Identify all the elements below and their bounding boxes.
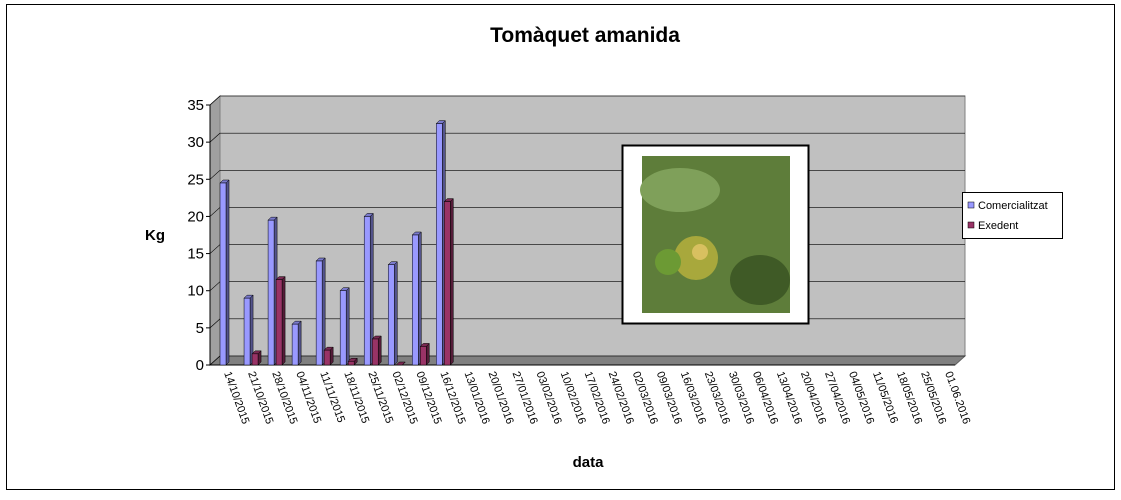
y-tick-label: 15 bbox=[187, 246, 204, 263]
bar bbox=[275, 275, 286, 366]
back-wall bbox=[219, 95, 966, 357]
bar bbox=[363, 212, 374, 366]
legend-label: Comercialitzat bbox=[978, 200, 1048, 212]
bar-face bbox=[225, 179, 230, 366]
bar bbox=[419, 342, 430, 366]
bar-face bbox=[281, 275, 286, 366]
grid-line bbox=[209, 318, 221, 329]
legend-label: Exedent bbox=[978, 220, 1018, 232]
bar-face bbox=[251, 353, 259, 366]
chart-title: Tomàquet amanida bbox=[490, 24, 680, 47]
bar-face bbox=[420, 346, 427, 366]
bar bbox=[371, 335, 382, 366]
bar-face bbox=[371, 338, 379, 366]
bar bbox=[219, 179, 230, 366]
bar-face bbox=[387, 264, 395, 366]
bar-face bbox=[418, 231, 422, 366]
bar-face bbox=[347, 361, 355, 366]
grid-line bbox=[209, 95, 221, 106]
legend-swatch bbox=[967, 201, 975, 209]
y-tick-label: 5 bbox=[196, 320, 204, 337]
bar bbox=[435, 119, 446, 366]
bar bbox=[251, 350, 262, 366]
tomato-photo bbox=[621, 144, 810, 325]
y-tick-label: 20 bbox=[187, 208, 204, 225]
bar bbox=[315, 257, 326, 366]
grid-line bbox=[209, 170, 221, 180]
bar-face bbox=[426, 342, 430, 366]
grid-line bbox=[209, 132, 221, 143]
bar bbox=[339, 287, 350, 366]
grid-line bbox=[209, 207, 221, 217]
bar-face bbox=[219, 182, 227, 366]
bar-face bbox=[291, 323, 299, 366]
bar bbox=[387, 261, 398, 366]
legend-swatch bbox=[967, 221, 975, 229]
grid-line bbox=[209, 355, 221, 366]
bar-face bbox=[315, 260, 323, 366]
bar-face bbox=[436, 123, 443, 366]
bar bbox=[395, 361, 406, 366]
bar-face bbox=[377, 335, 382, 366]
bar-face bbox=[444, 201, 451, 366]
bar bbox=[323, 346, 334, 366]
y-tick-label: 25 bbox=[187, 171, 204, 188]
x-axis-label: data bbox=[573, 454, 605, 471]
bar-face bbox=[323, 349, 331, 366]
side-wall bbox=[209, 94, 221, 367]
bar-face bbox=[267, 219, 275, 366]
bar bbox=[291, 320, 302, 366]
y-tick-label: 0 bbox=[196, 357, 204, 374]
bar bbox=[411, 231, 422, 366]
bar bbox=[347, 357, 358, 366]
bar-face bbox=[339, 290, 347, 366]
bar-face bbox=[321, 257, 326, 366]
bar-face bbox=[450, 197, 454, 366]
bar-face bbox=[393, 261, 398, 366]
y-tick-label: 35 bbox=[187, 97, 204, 114]
bar-face bbox=[243, 297, 251, 366]
y-tick-label: 30 bbox=[187, 134, 204, 151]
y-tick-label: 10 bbox=[187, 283, 204, 300]
bar bbox=[267, 216, 278, 366]
bar-face bbox=[363, 216, 371, 366]
bar bbox=[443, 197, 454, 366]
bar-face bbox=[412, 234, 419, 366]
grid-line bbox=[209, 281, 221, 291]
legend-box bbox=[962, 192, 1063, 239]
bar bbox=[243, 294, 254, 366]
y-axis-label: Kg bbox=[145, 227, 165, 244]
bar-face bbox=[345, 287, 350, 366]
grid-line bbox=[209, 244, 221, 254]
bar-face bbox=[297, 320, 302, 366]
bar-face bbox=[395, 361, 406, 366]
bar-face bbox=[275, 279, 283, 366]
